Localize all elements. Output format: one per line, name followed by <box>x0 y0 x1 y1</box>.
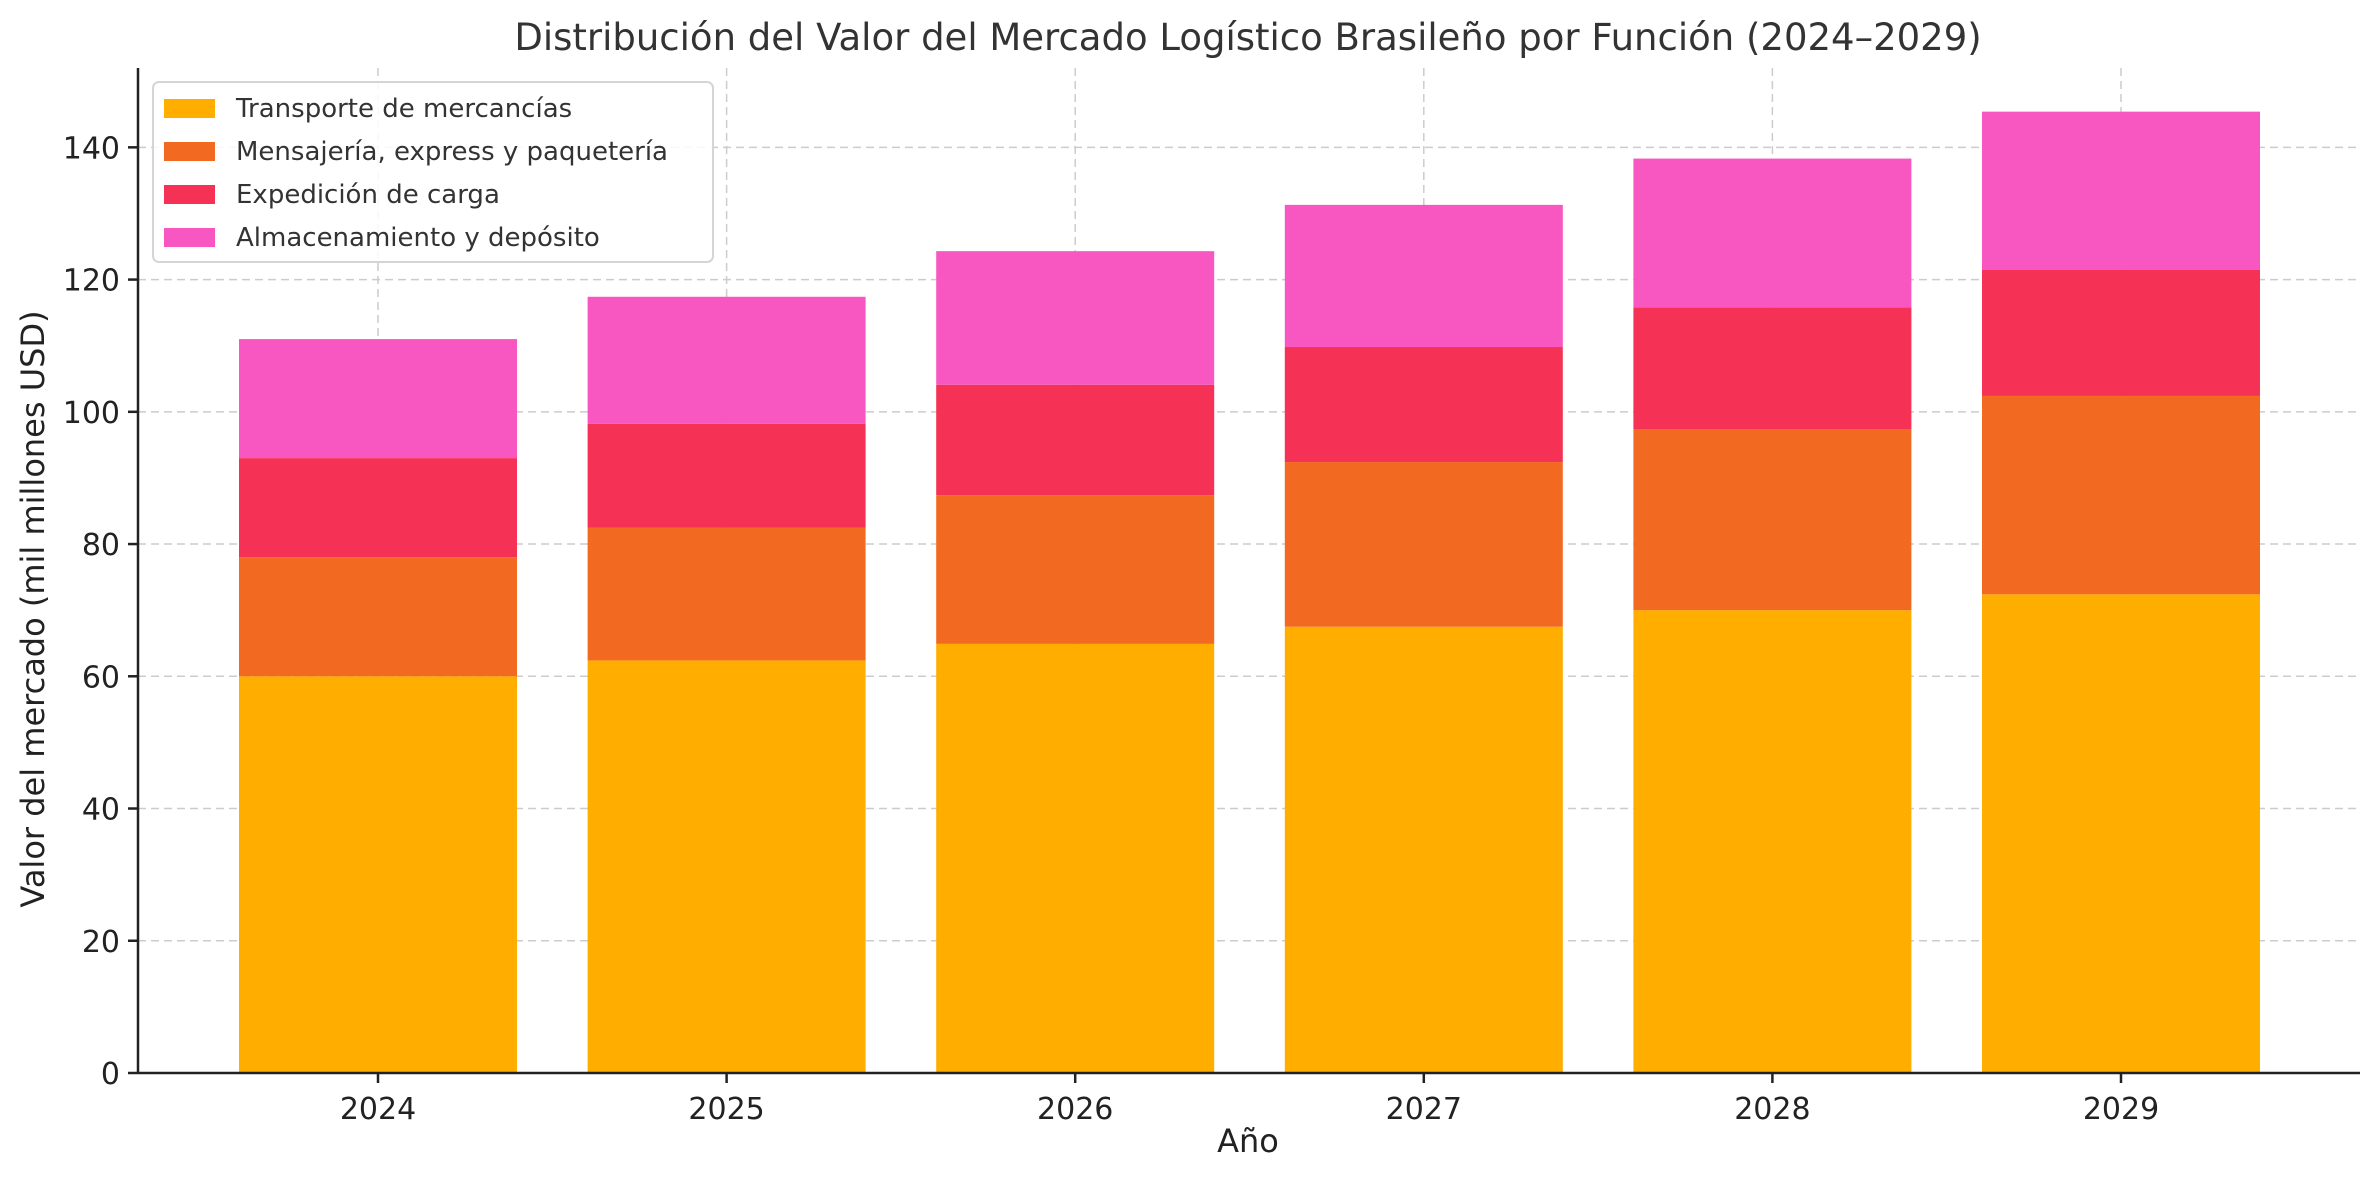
y-tick-label: 100 <box>63 396 120 431</box>
x-tick-label: 2029 <box>2083 1092 2159 1127</box>
bar-2027-series-0 <box>1284 626 1563 1073</box>
y-tick-label: 20 <box>82 925 120 960</box>
x-tick-label: 2026 <box>1037 1092 1113 1127</box>
legend: Transporte de mercancías Mensajería, expr… <box>152 81 714 263</box>
bar-2029-series-2 <box>1982 269 2260 396</box>
legend-box <box>152 81 714 263</box>
bar-2028-series-0 <box>1633 610 1912 1073</box>
bar-2028-series-2 <box>1633 307 1912 430</box>
legend-label-2: Expedición de carga <box>236 180 500 210</box>
legend-label-3: Almacenamiento y depósito <box>236 223 600 253</box>
bar-2026-series-1 <box>936 495 1215 644</box>
bar-2026-series-0 <box>936 643 1215 1073</box>
bar-2029-series-0 <box>1982 594 2260 1073</box>
bar-2027-series-1 <box>1284 462 1563 627</box>
bar-2024-series-3 <box>239 339 517 459</box>
legend-label-0: Transporte de mercancías <box>235 94 572 124</box>
bar-2025-series-0 <box>587 660 866 1073</box>
bar-2024-series-2 <box>239 458 517 558</box>
x-tick-label: 2024 <box>340 1092 416 1127</box>
bar-2027-series-2 <box>1284 347 1563 463</box>
ticks: 0 20 40 60 80 100 120 140 2024 2025 2026 2027 2028 20… <box>63 131 2159 1127</box>
chart-title: Distribución del Valor del Mercado Logís… <box>514 16 1981 59</box>
y-tick-label: 40 <box>82 793 120 828</box>
bar-2025-series-2 <box>587 423 866 528</box>
x-axis-title: Año <box>1217 1122 1279 1160</box>
y-tick-label: 140 <box>63 131 120 166</box>
bar-2025-series-1 <box>587 527 866 661</box>
bar-2029-series-1 <box>1982 395 2260 595</box>
legend-swatch-1 <box>164 142 215 161</box>
bars <box>239 111 2260 1073</box>
bar-2024-series-0 <box>239 676 517 1073</box>
legend-swatch-0 <box>164 99 215 118</box>
x-tick-label: 2027 <box>1386 1092 1462 1127</box>
bar-2028-series-3 <box>1633 158 1912 308</box>
legend-swatch-3 <box>164 228 215 247</box>
bar-2025-series-3 <box>587 296 866 424</box>
bar-2027-series-3 <box>1284 204 1563 348</box>
bar-2026-series-2 <box>936 384 1215 496</box>
x-tick-label: 2028 <box>1734 1092 1810 1127</box>
bar-2029-series-3 <box>1982 111 2260 270</box>
bar-2028-series-1 <box>1633 429 1912 611</box>
y-tick-label: 80 <box>82 528 120 563</box>
x-tick-label: 2025 <box>688 1092 764 1127</box>
legend-label-1: Mensajería, express y paquetería <box>236 137 668 167</box>
bar-2026-series-3 <box>936 251 1215 385</box>
axes <box>136 68 2360 1075</box>
bar-2024-series-1 <box>239 557 517 677</box>
y-tick-label: 120 <box>63 264 120 299</box>
y-tick-label: 60 <box>82 660 120 695</box>
y-axis-title: Valor del mercado (mil millones USD) <box>14 310 52 907</box>
y-tick-label: 0 <box>101 1057 120 1092</box>
legend-swatch-2 <box>164 185 215 204</box>
